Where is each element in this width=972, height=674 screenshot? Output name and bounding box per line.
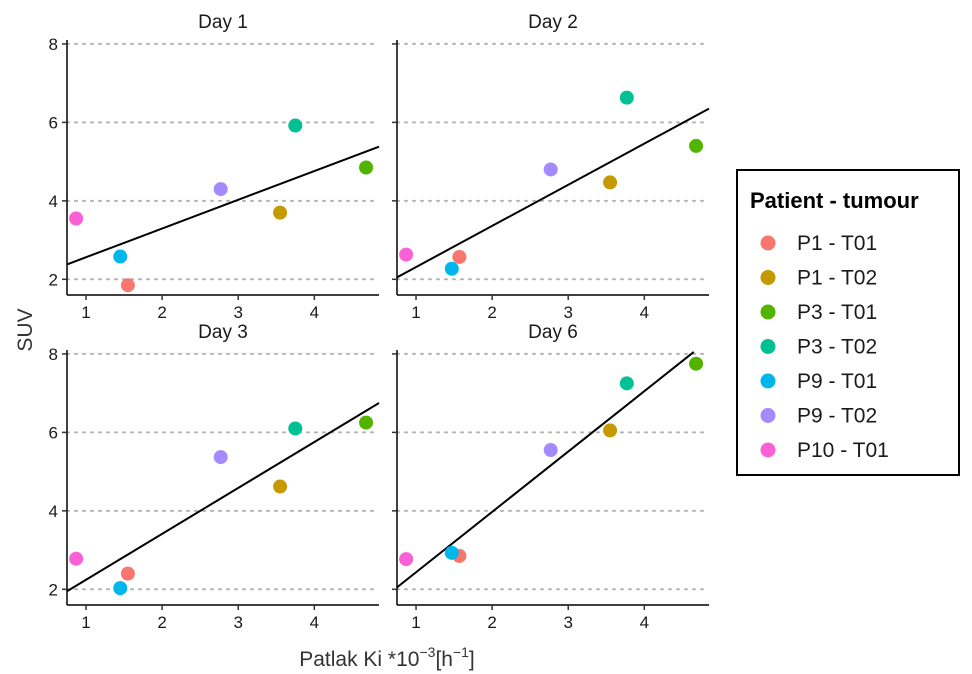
legend-swatch bbox=[760, 442, 776, 458]
data-point bbox=[213, 450, 228, 465]
y-tick-label: 6 bbox=[49, 423, 58, 442]
x-tick-label: 1 bbox=[81, 303, 90, 322]
data-point bbox=[543, 162, 558, 177]
x-tick-label: 3 bbox=[233, 303, 242, 322]
y-tick-label: 4 bbox=[49, 502, 58, 521]
data-point bbox=[273, 205, 288, 220]
legend-label: P10 - T01 bbox=[797, 439, 889, 462]
data-point bbox=[113, 249, 128, 264]
x-axis-title-end: ] bbox=[469, 648, 475, 671]
y-tick-label: 8 bbox=[49, 35, 58, 54]
x-tick-label: 3 bbox=[563, 303, 572, 322]
x-tick-label: 4 bbox=[640, 613, 649, 632]
legend-swatch bbox=[760, 235, 776, 251]
facet-panel: Day 2 1 2 3 4 bbox=[392, 12, 710, 322]
legend-label: P1 - T01 bbox=[797, 232, 877, 255]
x-tick-label: 3 bbox=[563, 613, 572, 632]
data-point bbox=[120, 278, 135, 293]
legend-swatch bbox=[760, 408, 776, 423]
x-tick-label: 2 bbox=[487, 303, 496, 322]
legend-title: Patient - tumour bbox=[750, 188, 919, 213]
legend-swatch bbox=[760, 270, 776, 285]
data-point bbox=[273, 479, 288, 494]
data-point bbox=[603, 423, 618, 438]
data-point bbox=[619, 90, 634, 105]
data-point bbox=[399, 247, 414, 262]
x-tick-label: 4 bbox=[640, 303, 649, 322]
data-point bbox=[444, 261, 459, 276]
y-tick-label: 2 bbox=[49, 580, 58, 599]
legend: Patient - tumour P1 - T01 P1 - T02 P3 - T0… bbox=[736, 169, 960, 476]
data-point bbox=[689, 138, 704, 153]
data-point bbox=[120, 566, 135, 581]
data-point bbox=[543, 443, 558, 458]
x-axis-title: Patlak Ki *10−3[h−1] bbox=[299, 644, 475, 671]
data-point bbox=[399, 552, 414, 567]
data-point bbox=[288, 118, 303, 133]
x-tick-label: 2 bbox=[157, 613, 166, 632]
legend-label: P1 - T02 bbox=[797, 267, 877, 290]
x-tick-label: 2 bbox=[487, 613, 496, 632]
x-axis-title-sup: −3 bbox=[419, 644, 435, 660]
facet-title: Day 6 bbox=[528, 322, 578, 343]
data-point bbox=[444, 545, 459, 560]
legend-label: P9 - T02 bbox=[797, 405, 877, 428]
legend-label: P9 - T01 bbox=[797, 370, 877, 393]
legend-items: P1 - T01 P1 - T02 P3 - T01 P3 - T02 P9 - T01… bbox=[760, 232, 889, 462]
legend-label: P3 - T01 bbox=[797, 301, 877, 324]
y-tick-label: 6 bbox=[49, 113, 58, 132]
y-axis-title: SUV bbox=[14, 308, 37, 351]
data-point bbox=[452, 249, 467, 264]
facet-title: Day 1 bbox=[198, 12, 248, 33]
x-axis-title-unit-sup: −1 bbox=[453, 644, 469, 660]
facet-title: Day 2 bbox=[528, 12, 578, 33]
regression-line bbox=[396, 351, 695, 589]
x-axis-title-unit: [h bbox=[435, 648, 453, 671]
facet-panel: Day 1 2 4 6 8 1 2 3 4 bbox=[49, 12, 380, 322]
facet-title: Day 3 bbox=[198, 322, 248, 343]
y-tick-label: 2 bbox=[49, 270, 58, 289]
x-tick-label: 4 bbox=[310, 613, 319, 632]
y-tick-label: 8 bbox=[49, 345, 58, 364]
legend-frame bbox=[736, 169, 960, 476]
data-point bbox=[213, 182, 228, 197]
data-point bbox=[288, 421, 303, 436]
x-tick-label: 1 bbox=[81, 613, 90, 632]
regression-line bbox=[66, 402, 380, 593]
legend-swatch bbox=[760, 339, 776, 354]
data-point bbox=[69, 551, 84, 566]
x-axis-title-main: Patlak Ki *10 bbox=[299, 648, 419, 671]
legend-label: P3 - T02 bbox=[797, 336, 877, 359]
y-tick-label: 4 bbox=[49, 192, 58, 211]
data-point bbox=[689, 356, 704, 371]
facet-panel: Day 6 1 2 3 4 bbox=[392, 322, 710, 632]
facet-panel: Day 3 2 4 6 8 1 2 3 4 bbox=[49, 322, 380, 632]
x-tick-label: 2 bbox=[157, 303, 166, 322]
data-point bbox=[113, 581, 128, 596]
data-point bbox=[359, 160, 374, 175]
data-point bbox=[603, 175, 618, 190]
data-point bbox=[69, 211, 84, 226]
data-point bbox=[359, 415, 374, 430]
x-tick-label: 1 bbox=[411, 613, 420, 632]
x-tick-label: 1 bbox=[411, 303, 420, 322]
regression-line bbox=[66, 145, 380, 266]
legend-swatch bbox=[760, 373, 776, 389]
legend-swatch bbox=[760, 304, 776, 320]
x-tick-label: 3 bbox=[233, 613, 242, 632]
data-point bbox=[619, 376, 634, 391]
regression-line bbox=[396, 107, 710, 279]
x-tick-label: 4 bbox=[310, 303, 319, 322]
